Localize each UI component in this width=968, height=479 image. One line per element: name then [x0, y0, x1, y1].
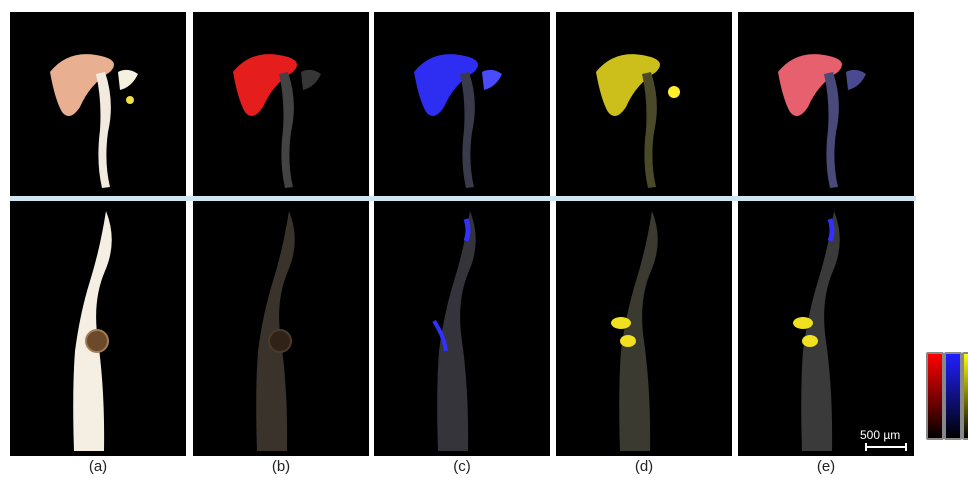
panel-b-top	[193, 12, 369, 196]
panel-d-bottom	[556, 201, 732, 456]
panel-a-bottom	[10, 201, 186, 456]
caption-c: (c)	[453, 458, 471, 475]
tissue-image-e-top	[778, 54, 866, 188]
tissue-image-b-bottom	[256, 211, 295, 451]
caption-b: (b)	[271, 458, 291, 475]
panel-d-top	[556, 12, 732, 196]
tissue-image-b-top	[233, 54, 321, 188]
blue-colorbar	[944, 352, 962, 440]
panel-c-bottom	[374, 201, 550, 456]
tissue-image-d-top	[596, 54, 680, 188]
caption-a: (a)	[88, 458, 108, 475]
scale-bar-label: 500 µm	[860, 428, 901, 442]
caption-d: (d)	[634, 458, 654, 475]
yellow-colorbar	[962, 352, 968, 440]
red-colorbar	[926, 352, 944, 440]
tissue-image-a-top	[50, 54, 138, 188]
panel-e-bottom	[738, 201, 914, 456]
tissue-image-d-bottom	[611, 211, 658, 451]
panel-e-top	[738, 12, 914, 196]
scale-bar	[865, 443, 907, 451]
panel-b-bottom	[193, 201, 369, 456]
caption-e: (e)	[816, 458, 836, 475]
tissue-image-c-bottom	[432, 211, 476, 451]
panel-c-top	[374, 12, 550, 196]
row-divider	[10, 196, 916, 201]
panel-a-top	[10, 12, 186, 196]
tissue-image-a-bottom	[73, 211, 112, 451]
tissue-image-c-top	[414, 54, 502, 188]
tissue-image-e-bottom	[793, 211, 840, 451]
